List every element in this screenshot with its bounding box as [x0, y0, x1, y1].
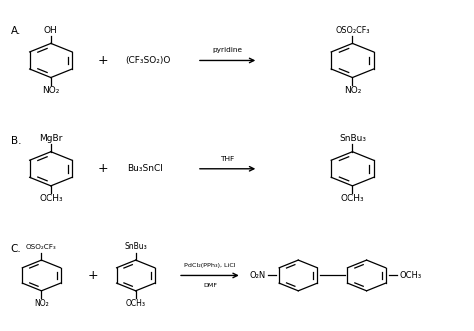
Text: +: +: [88, 269, 99, 282]
Text: C.: C.: [11, 244, 21, 254]
Text: (CF₃SO₂)O: (CF₃SO₂)O: [125, 56, 170, 65]
Text: OCH₃: OCH₃: [341, 195, 364, 204]
Text: SnBu₃: SnBu₃: [124, 243, 147, 252]
Text: O₂N: O₂N: [249, 271, 265, 280]
Text: SnBu₃: SnBu₃: [339, 134, 366, 143]
Text: pyridine: pyridine: [212, 47, 243, 53]
Text: OCH₃: OCH₃: [126, 300, 146, 308]
Text: +: +: [97, 162, 108, 175]
Text: NO₂: NO₂: [344, 86, 361, 95]
Text: B.: B.: [11, 136, 21, 146]
Text: OCH₃: OCH₃: [400, 271, 421, 280]
Text: MgBr: MgBr: [39, 134, 63, 143]
Text: Bu₃SnCl: Bu₃SnCl: [127, 164, 163, 173]
Text: PdCl₂(PPh₃), LiCl: PdCl₂(PPh₃), LiCl: [184, 263, 236, 268]
Text: NO₂: NO₂: [42, 86, 60, 95]
Text: A.: A.: [11, 26, 21, 36]
Text: NO₂: NO₂: [34, 300, 49, 308]
Text: OSO₂CF₃: OSO₂CF₃: [335, 26, 370, 35]
Text: DMF: DMF: [203, 283, 217, 288]
Text: OSO₂CF₃: OSO₂CF₃: [26, 244, 57, 250]
Text: +: +: [97, 54, 108, 67]
Text: OH: OH: [44, 26, 58, 35]
Text: OCH₃: OCH₃: [39, 195, 63, 204]
Text: THF: THF: [220, 156, 235, 162]
